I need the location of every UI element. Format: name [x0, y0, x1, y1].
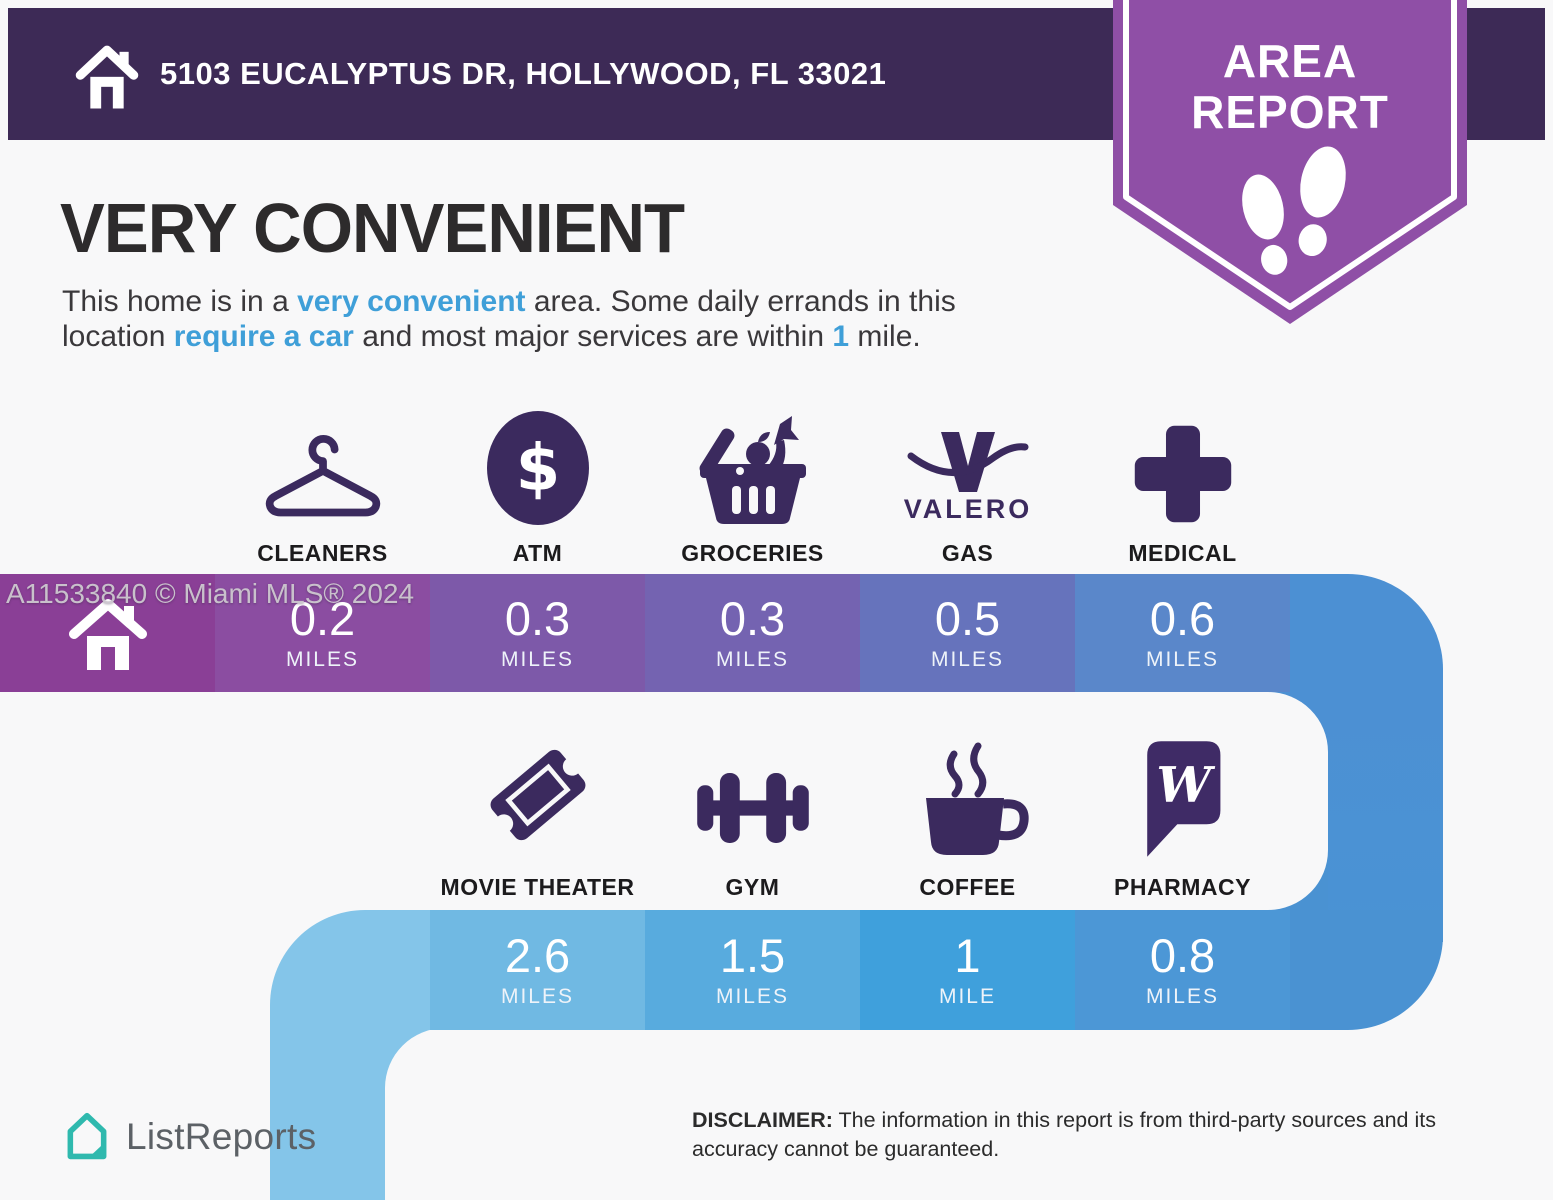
- coffee-cup-icon: [860, 742, 1075, 860]
- badge-ribbon-shape: [1113, 0, 1467, 324]
- amenity-medical: MEDICAL: [1075, 414, 1290, 567]
- grocery-basket-icon: [645, 414, 860, 526]
- distance-cell-gas: 0.5 MILES: [860, 574, 1075, 692]
- atm-dollar-icon: $: [430, 411, 645, 526]
- listreports-house-icon: [67, 1112, 107, 1160]
- amenity-gym: GYM: [645, 748, 860, 901]
- svg-text:W: W: [1156, 755, 1215, 813]
- amenity-groceries: GROCERIES: [645, 414, 860, 567]
- amenity-coffee: COFFEE: [860, 742, 1075, 901]
- ribbon-turn-bottom-right: [1290, 910, 1443, 1030]
- distance-cell-groceries: 0.3 MILES: [645, 574, 860, 692]
- page-title: VERY CONVENIENT: [60, 189, 685, 267]
- ribbon-strip-left: [270, 1028, 385, 1200]
- hanger-icon: [215, 414, 430, 526]
- area-report-badge: AREA REPORT: [1113, 0, 1467, 332]
- description-line2: location require a car and most major se…: [62, 320, 921, 354]
- distance-ribbon-row1: 0.2 MILES 0.3 MILES 0.3 MILES 0.5 MILES 0.6 M…: [0, 574, 1443, 692]
- distance-cell-movie-theater: 2.6 MILES: [430, 910, 645, 1030]
- distance-cell-medical: 0.6 MILES: [1075, 574, 1290, 692]
- distance-cell-atm: 0.3 MILES: [430, 574, 645, 692]
- svg-text:$: $: [515, 432, 560, 506]
- amenity-pharmacy: W PHARMACY: [1075, 741, 1290, 901]
- mls-watermark: A11533840 © Miami MLS® 2024: [6, 578, 415, 609]
- description-text: This home is in a very convenient area. …: [62, 284, 1122, 355]
- badge-title: AREA REPORT: [1191, 35, 1389, 138]
- ribbon-home-icon: [68, 599, 147, 670]
- svg-text:VALERO: VALERO: [903, 494, 1032, 524]
- disclaimer-text: DISCLAIMER: The information in this repo…: [692, 1108, 1436, 1162]
- distance-ribbon-row2: 2.6 MILES 1.5 MILES 1 MILE 0.8 MILES: [270, 910, 1443, 1030]
- footprints-icon: [1242, 146, 1346, 275]
- amenity-gas: VALERO GAS: [860, 414, 1075, 567]
- property-address: 5103 EUCALYPTUS DR, HOLLYWOOD, FL 33021: [160, 56, 887, 91]
- ribbon-turn-top-right: [1290, 574, 1443, 692]
- amenity-movie-theater: MOVIE THEATER: [430, 748, 645, 901]
- amenity-atm: $ ATM: [430, 411, 645, 567]
- movie-ticket-icon: [430, 748, 645, 860]
- medical-cross-icon: [1075, 414, 1290, 526]
- valero-logo-icon: VALERO: [860, 414, 1075, 526]
- distance-cell-cleaners: 0.2 MILES: [215, 574, 430, 692]
- description-line1: This home is in a very convenient area. …: [62, 285, 956, 318]
- walgreens-w-icon: W: [1075, 741, 1290, 860]
- distance-cell-coffee: 1 MILE: [860, 910, 1075, 1030]
- dumbbell-icon: [645, 748, 860, 860]
- distance-cell-pharmacy: 0.8 MILES: [1075, 910, 1290, 1030]
- ribbon-strip-right: [1328, 690, 1443, 942]
- distance-cell-gym: 1.5 MILES: [645, 910, 860, 1030]
- amenity-cleaners: CLEANERS: [215, 414, 430, 567]
- ribbon-turn-bottom-left: [270, 910, 430, 1030]
- listreports-brand-text: ListReports: [126, 1116, 317, 1157]
- home-icon: [72, 38, 142, 114]
- ribbon-home-segment: [0, 574, 215, 692]
- listreports-logo: ListReports: [62, 1110, 316, 1164]
